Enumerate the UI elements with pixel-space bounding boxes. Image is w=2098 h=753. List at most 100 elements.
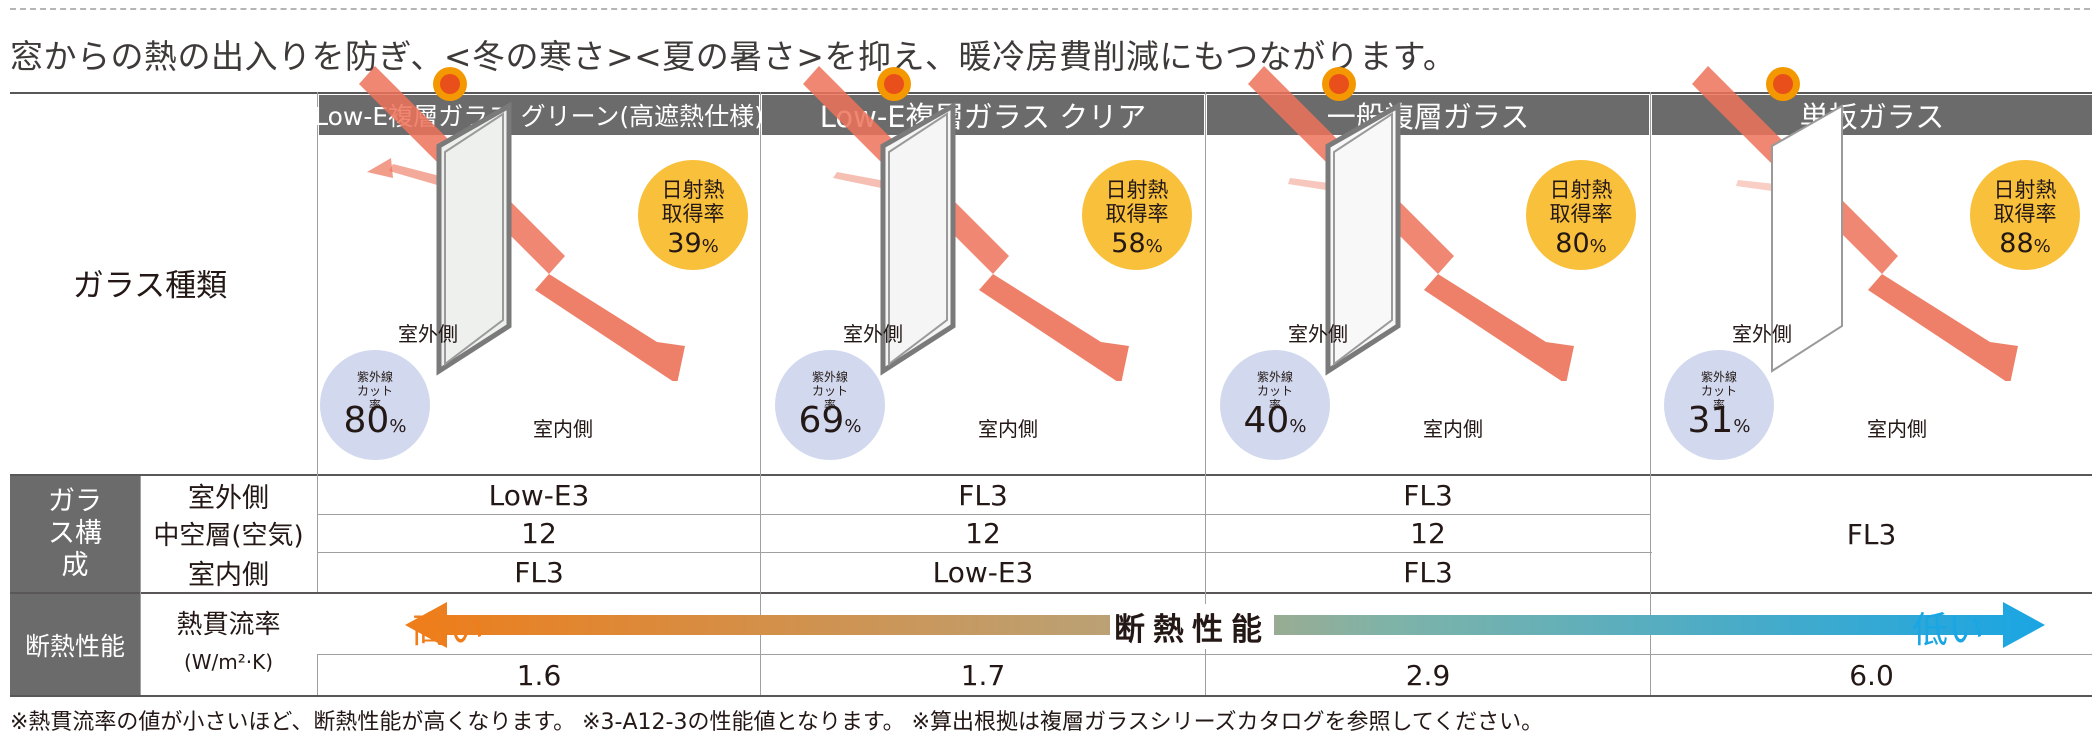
u-value: 1.6	[516, 658, 562, 692]
row-divider	[317, 552, 1652, 553]
outdoor-label: 室外側	[843, 322, 903, 346]
table-bottom-rule	[10, 695, 2092, 697]
uv-cut-label: 紫外線カット率	[811, 370, 848, 412]
indoor-label: 室内側	[533, 417, 593, 441]
percent-sign: %	[1289, 416, 1307, 437]
uv-cut-value: 80%	[320, 400, 430, 441]
row-label-air-layer: 中空層(空気)	[153, 521, 304, 551]
mask	[1651, 514, 2092, 515]
uv-cut-number: 80	[343, 400, 390, 441]
air-layer-value: 12	[965, 517, 1001, 550]
uv-cut-label: 紫外線カット率	[356, 370, 393, 412]
indoor-glass-value: FL3	[1403, 556, 1453, 589]
col-divider	[317, 92, 318, 476]
composition-group-text: ガラス構成	[48, 486, 102, 581]
col-divider	[1650, 92, 1651, 695]
solar-gain-number: 80	[1555, 228, 1590, 259]
indoor-glass-value: Low-E3	[932, 556, 1034, 589]
illustration-bottom-rule	[10, 474, 2092, 476]
row-divider	[317, 654, 2092, 655]
u-value: 6.0	[1849, 658, 1894, 692]
footnote: ※熱貫流率の値が小さいほど、断熱性能が高くなります。 ※3-A12-3の性能値と…	[10, 710, 1544, 735]
percent-sign: %	[701, 236, 719, 257]
glass-diagram	[359, 66, 685, 384]
indoor-label: 室内側	[1867, 417, 1927, 441]
solar-gain-label: 日射熱取得率	[1549, 178, 1613, 226]
percent-sign: %	[1589, 236, 1607, 257]
u-value: 2.9	[1405, 658, 1451, 692]
solar-gain-badge: 日射熱取得率 58%	[1082, 160, 1192, 270]
indoor-label: 室内側	[1423, 417, 1483, 441]
u-value: 1.7	[960, 658, 1006, 692]
percent-sign: %	[1145, 236, 1163, 257]
outdoor-glass-value: FL3	[958, 478, 1008, 512]
row-label-indoor: 室内側	[188, 560, 269, 591]
insulation-arrow-title: 断熱性能	[1110, 604, 1274, 649]
uv-cut-badge: 紫外線カット率 40%	[1220, 350, 1330, 460]
glass-illustration-lowe-green	[319, 46, 759, 384]
solar-gain-number: 39	[667, 228, 702, 259]
uv-cut-value: 69%	[775, 400, 885, 441]
indoor-glass-value: FL3	[514, 556, 564, 589]
percent-sign: %	[2033, 236, 2051, 257]
solar-gain-label: 日射熱取得率	[1105, 178, 1169, 226]
uv-cut-badge: 紫外線カット率 31%	[1664, 350, 1774, 460]
low-label: 低い	[1912, 610, 1985, 651]
solar-gain-value: 88%	[1970, 228, 2080, 259]
air-layer-value: 12	[521, 517, 557, 550]
composition-group-label: ガラス構成	[10, 476, 140, 592]
outdoor-glass-value: FL3	[1403, 478, 1453, 512]
percent-sign: %	[389, 416, 407, 437]
row-label-outdoor: 室外側	[188, 482, 269, 514]
solar-gain-badge: 日射熱取得率 39%	[638, 160, 748, 270]
uv-cut-label: 紫外線カット率	[1256, 370, 1293, 412]
outdoor-label: 室外側	[398, 322, 458, 346]
air-layer-value: 12	[1410, 517, 1446, 550]
col-divider	[317, 654, 318, 695]
insulation-group-label: 断熱性能	[10, 594, 140, 695]
uv-cut-value: 31%	[1664, 400, 1774, 441]
percent-sign: %	[844, 416, 862, 437]
single-glass-value: FL3	[1846, 517, 1897, 551]
uv-cut-badge: 紫外線カット率 80%	[320, 350, 430, 460]
row-divider	[317, 514, 2092, 515]
solar-gain-number: 58	[1111, 228, 1146, 259]
solar-gain-number: 88	[1999, 228, 2034, 259]
col-divider	[140, 476, 141, 695]
top-dashed-divider	[10, 8, 2090, 10]
high-label: 高い	[412, 610, 485, 651]
uv-cut-label: 紫外線カット率	[1700, 370, 1737, 412]
solar-gain-badge: 日射熱取得率 80%	[1526, 160, 1636, 270]
solar-gain-label: 日射熱取得率	[1993, 178, 2057, 226]
solar-gain-value: 39%	[638, 228, 748, 259]
outdoor-glass-value: Low-E3	[488, 478, 590, 512]
row-label-glass-type: ガラス種類	[72, 267, 228, 304]
solar-gain-badge: 日射熱取得率 88%	[1970, 160, 2080, 270]
percent-sign: %	[1733, 416, 1751, 437]
glass-diagram	[1692, 66, 2018, 384]
row-label-u-value-unit: (W/m²·K)	[183, 650, 274, 674]
glass-illustration-general-double	[1208, 46, 1648, 384]
col-divider	[1205, 92, 1206, 695]
glass-diagram	[1248, 66, 1574, 384]
row-label-u-value: 熱貫流率	[176, 609, 281, 640]
uv-cut-value: 40%	[1220, 400, 1330, 441]
solar-gain-label: 日射熱取得率	[661, 178, 725, 226]
intro-text: 窓からの熱の出入りを防ぎ、<冬の寒さ><夏の暑さ>を抑え、暖冷房費削減にもつなが…	[10, 37, 1457, 76]
indoor-label: 室内側	[978, 417, 1038, 441]
uv-cut-number: 69	[798, 400, 845, 441]
glass-illustration-single	[1652, 46, 2092, 384]
uv-cut-number: 40	[1243, 400, 1290, 441]
uv-cut-number: 31	[1687, 400, 1734, 441]
table-top-rule	[10, 92, 2092, 94]
glass-diagram	[803, 66, 1129, 384]
uv-cut-badge: 紫外線カット率 69%	[775, 350, 885, 460]
outdoor-label: 室外側	[1732, 322, 1792, 346]
solar-gain-value: 58%	[1082, 228, 1192, 259]
column-header: Low-E複層ガラス グリーン(高遮熱仕様)	[314, 95, 764, 135]
solar-gain-value: 80%	[1526, 228, 1636, 259]
col-divider	[317, 476, 318, 592]
glass-illustration-lowe-clear	[763, 46, 1203, 384]
outdoor-label: 室外側	[1288, 322, 1348, 346]
composition-bottom-rule	[10, 592, 2092, 594]
